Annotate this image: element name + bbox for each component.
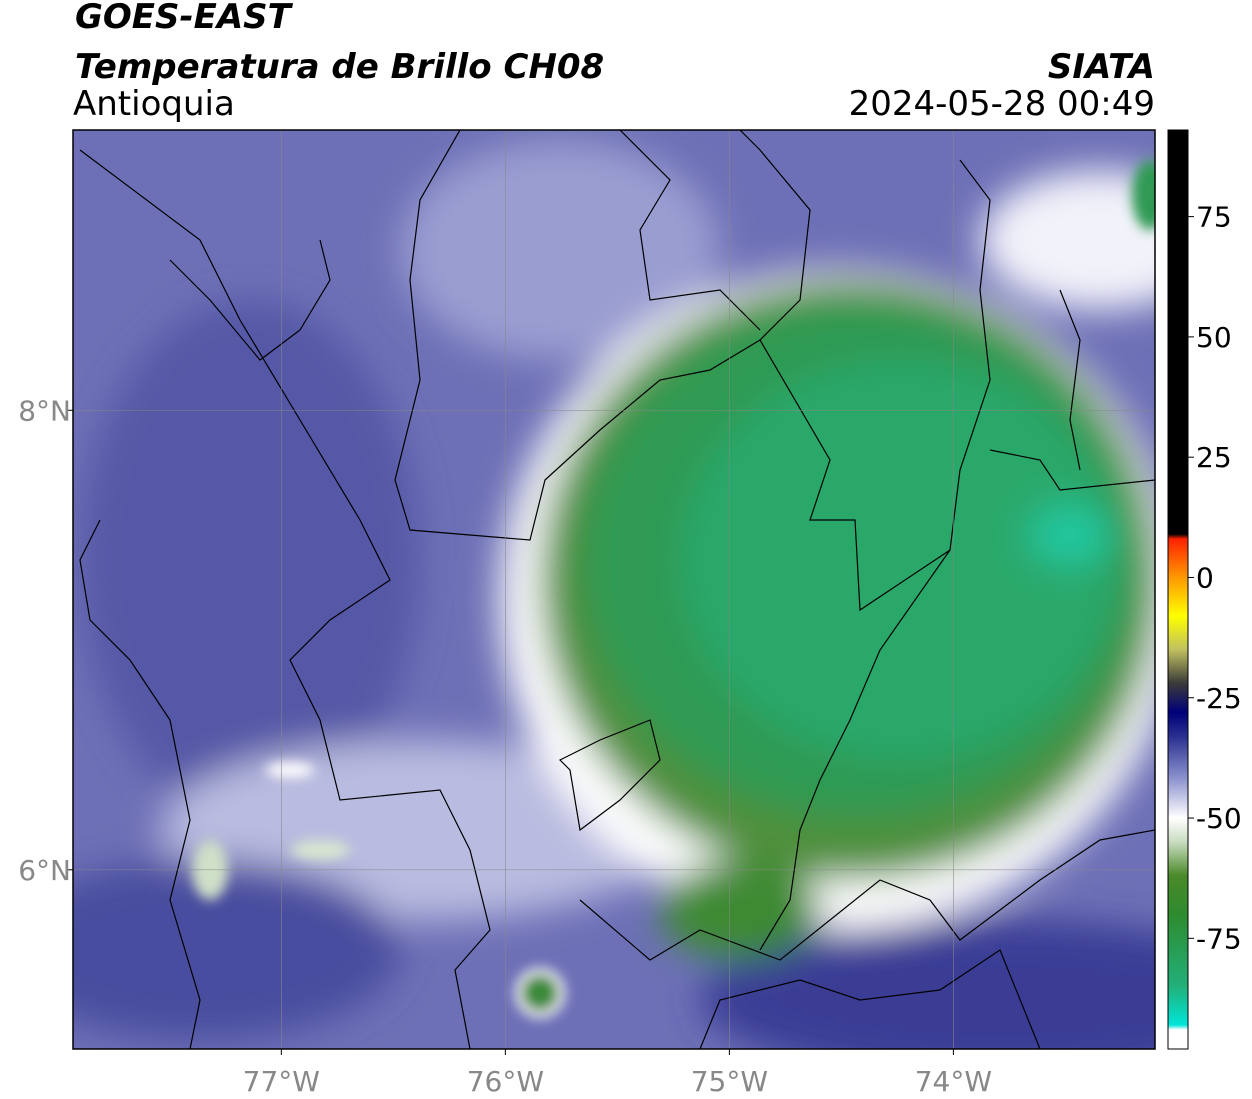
borders [79, 130, 1155, 1049]
y-tick-label: 6°N [18, 854, 71, 887]
colorbar-scale [1167, 129, 1189, 1050]
colorbar-tick-label: 50 [1196, 321, 1232, 354]
datetime-label: 2024-05-28 00:49 [849, 84, 1155, 124]
colorbar-tick-label: 75 [1196, 201, 1232, 234]
source-label: SIATA [1048, 47, 1155, 87]
x-tick-label: 76°W [467, 1065, 544, 1098]
satellite-label: GOES-EAST [75, 0, 294, 37]
colorbar-tick-label: -25 [1196, 682, 1242, 715]
colorbar-tick-label: 25 [1196, 441, 1232, 474]
x-tick-label: 74°W [915, 1065, 992, 1098]
colorbar-tick-label: -75 [1196, 922, 1242, 955]
region-label: Antioquia [73, 84, 235, 124]
x-tick-label: 77°W [243, 1065, 320, 1098]
x-tick-label: 75°W [691, 1065, 768, 1098]
colorbar-tick-label: 0 [1196, 561, 1214, 594]
colorbar-tick-label: -50 [1196, 802, 1242, 835]
map-frame [72, 129, 1156, 1050]
product-title: Temperatura de Brillo CH08 [75, 47, 604, 87]
colorbar: 75 50 25 0 -25 -50 -75 [1167, 129, 1242, 1050]
satellite-image [73, 130, 1155, 1049]
y-tick-label: 8°N [18, 394, 71, 427]
